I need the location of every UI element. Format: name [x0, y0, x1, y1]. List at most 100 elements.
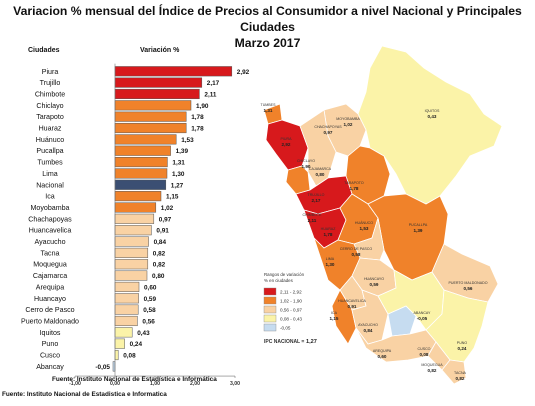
value-label-trujillo: 2,17 [207, 80, 220, 87]
city-label-arequipa: Arequipa [36, 283, 64, 291]
map-value-huancavelica: 0,91 [348, 304, 357, 309]
map-value-tarapoto: 1,78 [350, 186, 359, 191]
x-tick-label: 1,00 [150, 381, 160, 387]
value-label-huaraz: 1,78 [191, 126, 204, 133]
city-label-puno: Puno [42, 340, 59, 348]
bar-lima [114, 168, 168, 179]
value-label-abancay: -0,05 [95, 364, 110, 371]
bar-cerro-de-pasco [114, 304, 139, 315]
value-label-tarapoto: 1,78 [191, 114, 204, 121]
title-line-1: Variacion % mensual del Índice de Precio… [13, 4, 522, 34]
city-label-trujillo: Trujillo [40, 79, 61, 87]
city-label-abancay: Abancay [36, 363, 64, 371]
map-value-puno: 0,24 [458, 346, 467, 351]
map-value-chimbote: 2,11 [308, 218, 317, 223]
legend-swatch [263, 314, 277, 323]
bar-huancavelica [114, 225, 152, 236]
city-label-cajamarca: Cajamarca [33, 272, 67, 280]
value-label-cerro-de-pasco: 0,58 [143, 307, 156, 314]
map-value-chiclayo: 1,90 [302, 164, 311, 169]
value-label-chiclayo: 1,90 [196, 103, 209, 110]
city-label-nacional: Nacional [36, 181, 64, 189]
bar-iquitos [114, 327, 133, 338]
value-label-piura: 2,92 [237, 69, 250, 76]
bar-nacional [114, 179, 167, 190]
map-city-ayacucho: AYACUCHO [358, 323, 378, 327]
map-city-iquitos: IQUITOS [425, 109, 440, 113]
map-value-trujillo: 2,17 [312, 198, 321, 203]
city-label-chiclayo: Chiclayo [36, 102, 63, 110]
ipc-label: IPC NACIONAL = [264, 339, 304, 345]
map-value-moyobamba: 1,02 [344, 122, 353, 127]
x-tick-label: 3,00 [230, 381, 240, 387]
chart-source: Fuente: Instituto Nacional de Estadístic… [52, 376, 217, 383]
bar-trujillo [114, 77, 203, 88]
value-label-puerto-maldonado: 0,56 [142, 318, 155, 325]
map-value-huancayo: 0,59 [370, 282, 379, 287]
bar-moyobamba [114, 202, 157, 213]
map-city-ica: ICA [331, 311, 338, 315]
legend-title-1: Rangos de variación [264, 272, 305, 277]
legend-range-label: 2,11 - 2,92 [280, 290, 302, 295]
value-label-huancayo: 0,59 [144, 296, 157, 303]
value-label-arequipa: 0,60 [144, 284, 157, 291]
x-tick-label: -1,00 [69, 381, 81, 387]
value-label-tacna: 0,82 [153, 250, 166, 257]
map-city-abancay: ABANCAY [414, 311, 432, 315]
cities-column-header: Ciudades [28, 47, 60, 54]
map-city-cerro-de-pasco: CERRO DE PASCO [340, 247, 372, 251]
bar-ayacucho [114, 236, 149, 247]
map-value-huanuco: 1,53 [360, 226, 369, 231]
city-label-moyobamba: Moyobamba [30, 204, 69, 212]
map-city-cusco: CUSCO [418, 347, 431, 351]
region-arequipa [355, 327, 437, 363]
city-label-huancavelica: Huancavelica [29, 227, 72, 235]
legend-range-label: -0,05 [280, 326, 291, 331]
bar-huanuco [114, 134, 177, 145]
legend-swatch [263, 287, 277, 296]
value-label-tumbes: 1,31 [172, 160, 185, 167]
bar-moquegua [114, 259, 149, 270]
bar-chiclayo [114, 100, 192, 111]
legend-range-label: 1,02 - 1,90 [280, 299, 302, 304]
map-value-huaraz: 1,78 [324, 232, 333, 237]
city-label-iquitos: Iquitos [40, 329, 61, 337]
legend-range-label: 0,08 - 0,43 [280, 317, 302, 322]
map-city-huancayo: HUANCAYO [364, 277, 384, 281]
city-label-piura: Piura [42, 68, 59, 76]
map-city-tarapoto: TARAPOTO [344, 181, 364, 185]
value-label-ayacucho: 0,84 [154, 239, 167, 246]
map-city-cajamarca: CAJAMARCA [309, 167, 332, 171]
legend-range-label: 0,56 - 0,97 [280, 308, 302, 313]
bar-arequipa [114, 281, 140, 292]
title-line-2: Marzo 2017 [234, 36, 301, 50]
bar-chachapoyas [114, 213, 155, 224]
bar-cajamarca [114, 270, 148, 281]
city-label-tacna: Tacna [41, 249, 60, 257]
city-label-cusco: Cusco [40, 352, 60, 360]
bar-pucallpa [114, 145, 171, 156]
ipc-value: 1,27 [306, 339, 317, 345]
x-tick-label: 2,00 [190, 381, 200, 387]
city-label-ica: Ica [45, 193, 55, 201]
map-value-tacna: 0,82 [456, 376, 465, 381]
page-title: Variacion % mensual del Índice de Precio… [0, 3, 535, 51]
map-city-puerto-maldonado: PUERTO MALDONADO [448, 281, 487, 285]
map-city-chimbote: CHIMBOTE [303, 213, 323, 217]
value-label-chachapoyas: 0,97 [159, 216, 172, 223]
map-city-puno: PUNO [457, 341, 468, 345]
value-label-pucallpa: 1,39 [176, 148, 189, 155]
bar-puerto-maldonado [114, 315, 138, 327]
map-value-ica: 1,15 [330, 316, 339, 321]
legend-swatch [263, 323, 277, 332]
map-city-chiclayo: CHICLAYO [297, 159, 315, 163]
value-label-moquegua: 0,82 [153, 262, 166, 269]
city-label-huaraz: Huaraz [39, 125, 62, 133]
bar-tacna [114, 247, 149, 258]
map-city-trujillo: TRUJILLO [308, 193, 325, 197]
bar-huancayo [114, 293, 139, 304]
map-value-abancay: -0,05 [417, 316, 428, 321]
value-label-cusco: 0,08 [123, 353, 136, 360]
